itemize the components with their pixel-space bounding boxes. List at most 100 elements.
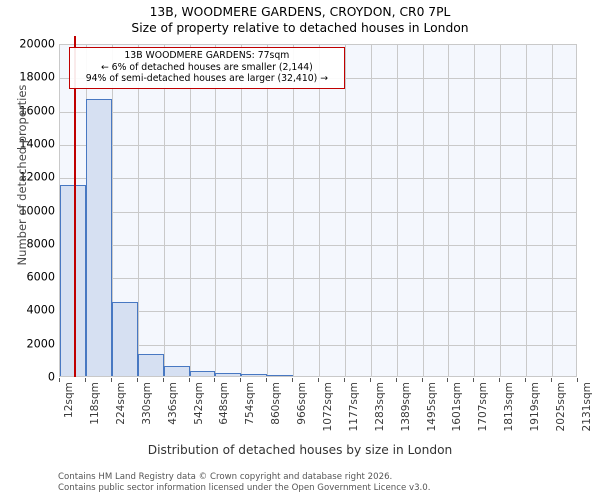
footer-attribution: Contains HM Land Registry data © Crown c… — [58, 472, 578, 493]
gridline-vertical — [526, 45, 528, 376]
footer-line-2: Contains public sector information licen… — [58, 482, 431, 493]
x-axis-tick-label: 330sqm — [140, 382, 153, 425]
x-axis-tick-mark — [395, 378, 397, 382]
chart-title-block: 13B, WOODMERE GARDENS, CROYDON, CR0 7PL … — [0, 4, 600, 37]
x-axis-tick-mark — [266, 378, 268, 382]
y-axis-ticks: 0 2000 4000 6000 8000 10000 12000 14000 16000 180… — [0, 38, 55, 384]
x-axis-tick-label: 1072sqm — [322, 382, 335, 432]
y-axis-label: Number of detached properties — [15, 84, 29, 266]
x-axis-tick-mark — [318, 378, 320, 382]
x-axis-tick-label: 2025sqm — [555, 382, 568, 432]
x-axis-tick-label: 648sqm — [218, 382, 231, 425]
y-axis-tick-label: 20000 — [19, 37, 55, 51]
gridline-vertical — [344, 45, 346, 376]
gridline-horizontal — [60, 211, 576, 213]
annotation-line-property: 13B WOODMERE GARDENS: 77sqm — [124, 50, 290, 61]
gridline-horizontal — [60, 344, 576, 346]
histogram-bar — [137, 354, 164, 376]
y-axis-tick-label: 0 — [47, 370, 55, 384]
y-axis-tick-label: 8000 — [26, 237, 55, 251]
gridline-vertical — [267, 45, 269, 376]
x-axis-tick-label: 224sqm — [114, 382, 127, 425]
x-axis-tick-mark — [84, 378, 86, 382]
histogram-bar — [111, 302, 138, 376]
x-axis-tick-mark — [110, 378, 112, 382]
x-axis-tick-mark — [577, 378, 578, 382]
x-axis-tick-mark — [59, 378, 60, 382]
x-axis-tick-mark — [292, 378, 294, 382]
y-axis-tick-label: 10000 — [19, 204, 55, 217]
histogram-bar — [189, 371, 216, 376]
gridline-horizontal — [60, 311, 576, 313]
x-axis-tick-mark — [214, 378, 216, 382]
histogram-bar — [163, 365, 190, 376]
x-axis-tick-mark — [551, 378, 553, 382]
y-axis-tick-label: 14000 — [19, 137, 55, 151]
x-axis-tick-label: 1707sqm — [477, 382, 490, 432]
y-axis-tick-label: 4000 — [26, 303, 55, 317]
x-axis-tick-label: 542sqm — [192, 382, 205, 425]
x-axis-tick-label: 1601sqm — [451, 382, 464, 432]
gridline-vertical — [370, 45, 372, 376]
gridline-vertical — [215, 45, 217, 376]
gridline-vertical — [163, 45, 165, 376]
gridline-horizontal — [60, 144, 576, 146]
x-axis-tick-mark — [162, 378, 164, 382]
y-axis-tick-label: 12000 — [19, 170, 55, 184]
x-axis-tick-mark — [447, 378, 449, 382]
x-axis-tick-label: 118sqm — [88, 382, 101, 425]
annotation-line-larger: 94% of semi-detached houses are larger (… — [85, 73, 329, 85]
x-axis-tick-label: 1495sqm — [425, 382, 438, 432]
x-axis-tick-label: 1177sqm — [347, 382, 360, 432]
x-axis-tick-label: 1389sqm — [399, 382, 412, 432]
gridline-vertical — [396, 45, 398, 376]
y-axis-tick-label: 18000 — [19, 70, 55, 84]
x-axis-tick-mark — [525, 378, 527, 382]
y-axis-label-wrap: Number of detached properties — [0, 0, 30, 500]
histogram-bar — [85, 98, 112, 376]
gridline-vertical — [448, 45, 450, 376]
x-axis-tick-label: 1919sqm — [529, 382, 542, 432]
footer-line-1: Contains HM Land Registry data © Crown c… — [58, 472, 393, 482]
gridline-vertical — [319, 45, 321, 376]
property-annotation-box: 13B WOODMERE GARDENS: 77sqm ← 6% of deta… — [68, 47, 345, 89]
gridline-vertical — [552, 45, 554, 376]
gridline-horizontal — [60, 178, 576, 180]
x-axis-tick-mark — [188, 378, 190, 382]
x-axis-tick-mark — [421, 378, 423, 382]
gridline-vertical — [500, 45, 502, 376]
gridline-vertical — [422, 45, 424, 376]
x-axis-tick-mark — [473, 378, 475, 382]
y-axis-tick-label: 16000 — [19, 104, 55, 118]
x-axis-tick-label: 1283sqm — [373, 382, 386, 432]
gridline-horizontal — [60, 111, 576, 113]
gridline-vertical — [189, 45, 191, 376]
page-title: 13B, WOODMERE GARDENS, CROYDON, CR0 7PL — [149, 5, 451, 19]
annotation-line-smaller: ← 6% of detached houses are smaller (2,1… — [100, 61, 313, 73]
histogram-bar — [267, 374, 294, 376]
histogram-bar — [60, 185, 86, 376]
x-axis-tick-mark — [240, 378, 242, 382]
gridline-vertical — [111, 45, 113, 376]
histogram-bar — [241, 374, 268, 376]
gridline-vertical — [293, 45, 295, 376]
x-axis-tick-label: 1813sqm — [503, 382, 516, 432]
x-axis-tick-label: 966sqm — [296, 382, 309, 425]
gridline-vertical — [137, 45, 139, 376]
gridline-vertical — [241, 45, 243, 376]
property-size-marker-line — [73, 36, 76, 377]
x-axis-label: Distribution of detached houses by size … — [147, 443, 453, 457]
x-axis-tick-label: 12sqm — [63, 382, 75, 419]
x-axis-tick-mark — [343, 378, 345, 382]
x-axis-tick-mark — [499, 378, 501, 382]
x-axis-tick-label: 2131sqm — [581, 382, 593, 432]
y-axis-tick-label: 6000 — [26, 270, 55, 284]
x-axis-tick-mark — [369, 378, 371, 382]
x-axis-ticks: 12sqm 118sqm 224sqm 330sqm 436sqm 542sqm 648sq… — [59, 378, 593, 438]
gridline-vertical — [474, 45, 476, 376]
gridline-horizontal — [60, 244, 576, 246]
y-axis-tick-label: 2000 — [26, 337, 55, 351]
plot-area — [59, 44, 577, 377]
gridline-horizontal — [60, 278, 576, 280]
